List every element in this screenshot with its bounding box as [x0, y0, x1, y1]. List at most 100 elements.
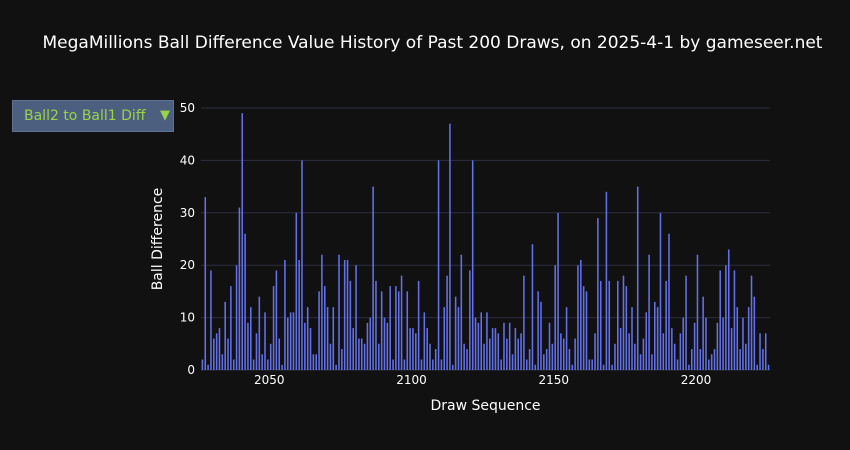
bar: [745, 343, 747, 370]
bar: [508, 322, 511, 370]
bar: [568, 349, 571, 370]
bar: [235, 265, 238, 370]
bar: [380, 291, 383, 370]
bar: [648, 254, 650, 370]
bar: [304, 322, 306, 370]
bar: [580, 259, 582, 370]
bar: [631, 307, 633, 370]
bar: [360, 338, 363, 370]
bar: [611, 364, 613, 370]
bar: [739, 349, 741, 370]
bar: [309, 328, 312, 370]
bar: [710, 354, 713, 370]
x-tick-label: 2200: [681, 373, 712, 387]
bar: [585, 291, 588, 370]
bar: [224, 301, 226, 370]
chart-title: MegaMillions Ball Difference Value Histo…: [42, 33, 823, 53]
bar: [543, 354, 545, 370]
bar: [571, 364, 574, 370]
bar: [565, 307, 568, 370]
bar: [708, 359, 710, 370]
bar: [352, 328, 354, 370]
bar: [201, 359, 204, 370]
bar: [258, 296, 261, 370]
bar: [545, 349, 548, 370]
bar: [363, 343, 366, 370]
bar: [409, 328, 411, 370]
bar: [483, 343, 485, 370]
bar: [244, 233, 246, 370]
bar: [218, 328, 221, 370]
bar: [213, 338, 215, 370]
diff-type-dropdown[interactable]: Ball2 to Ball1 Diff ▼: [12, 100, 174, 132]
bar: [696, 254, 699, 370]
bar: [756, 364, 758, 370]
bar: [688, 364, 690, 370]
bar: [306, 307, 309, 370]
bar: [269, 343, 272, 370]
bar: [639, 354, 642, 370]
bar: [281, 364, 283, 370]
y-tick-label: 30: [180, 206, 195, 220]
bar: [437, 160, 440, 370]
bar: [278, 338, 281, 370]
bar: [312, 354, 315, 370]
bar: [423, 312, 426, 370]
bar: [349, 280, 352, 370]
bar: [551, 343, 554, 370]
bar: [326, 307, 329, 370]
bar: [346, 259, 349, 370]
bar: [471, 160, 474, 370]
bar: [699, 349, 702, 370]
bar: [690, 349, 693, 370]
bar: [742, 317, 744, 370]
bar: [531, 244, 534, 370]
bar: [474, 317, 477, 370]
bar: [713, 349, 716, 370]
bar: [261, 354, 263, 370]
y-axis-title: Ball Difference: [150, 188, 166, 291]
bar: [628, 333, 630, 370]
bar: [762, 349, 764, 370]
bar: [386, 322, 389, 370]
bar: [406, 291, 409, 370]
chevron-down-icon: ▼: [160, 108, 170, 123]
bar: [301, 160, 303, 370]
bar: [417, 280, 420, 370]
bar: [668, 233, 670, 370]
bar: [722, 317, 724, 370]
bar: [520, 333, 522, 370]
bar: [525, 359, 528, 370]
bar: [247, 322, 249, 370]
bar: [318, 291, 320, 370]
y-tick-label: 40: [180, 153, 195, 167]
bar: [250, 307, 252, 370]
x-axis-title: Draw Sequence: [430, 398, 540, 414]
bar: [395, 286, 397, 370]
bar: [500, 359, 502, 370]
bar: [477, 322, 480, 370]
y-tick-label: 50: [180, 101, 195, 115]
bar: [750, 275, 753, 370]
y-tick-label: 10: [180, 311, 195, 325]
bar: [480, 312, 483, 370]
bar: [486, 312, 488, 370]
bar: [693, 322, 696, 370]
bar: [210, 270, 212, 370]
bar: [767, 364, 770, 370]
bar: [332, 307, 335, 370]
bar: [443, 307, 446, 370]
bar: [730, 328, 733, 370]
bar: [338, 254, 340, 370]
bar: [452, 364, 454, 370]
bar: [671, 328, 673, 370]
bar: [719, 270, 721, 370]
bar: [619, 328, 622, 370]
bar: [432, 359, 434, 370]
bar: [617, 280, 619, 370]
bar: [514, 328, 517, 370]
bar: [511, 354, 514, 370]
bar: [736, 307, 739, 370]
bar: [289, 312, 292, 370]
bar: [540, 301, 542, 370]
